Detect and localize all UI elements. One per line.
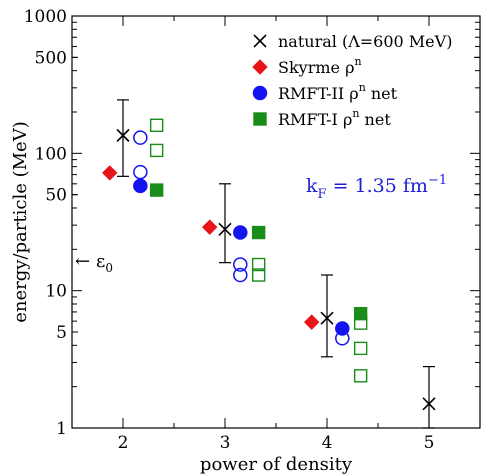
axis-ticks: 2 3 4 5 1 5 10 50 100 500 1000 — [24, 7, 480, 453]
y-tick-label: 50 — [45, 186, 67, 206]
legend-label: RMFT-I ρn net — [278, 107, 391, 129]
square-data-point — [353, 316, 368, 330]
x-tick-label: 4 — [322, 433, 333, 453]
y-tick-label: 100 — [35, 144, 67, 164]
square-data-point — [353, 306, 368, 321]
x-data-point — [116, 128, 130, 142]
x-tick-label: 5 — [424, 433, 435, 453]
square-data-point — [251, 268, 266, 282]
x-marker-stroke — [218, 222, 232, 236]
legend-label-superscript: n — [354, 55, 361, 68]
y-tick-label: 1 — [56, 419, 67, 439]
square-data-point — [251, 257, 266, 272]
square-data-point — [353, 369, 368, 383]
diamond-data-point — [102, 165, 118, 181]
minor-ticks — [72, 16, 480, 428]
square-data-point — [149, 118, 164, 133]
circle-data-point — [133, 178, 148, 194]
x-marker-stroke — [422, 397, 436, 411]
kf-subscript: F — [318, 187, 327, 202]
y-tick-label: 5 — [56, 323, 67, 343]
circle-data-point — [233, 257, 248, 272]
circle-data-point — [233, 225, 248, 240]
square-data-point — [149, 143, 164, 158]
error-bar — [219, 183, 231, 264]
legend-label-superscript: n — [352, 107, 359, 120]
epsilon-annotation: ← ε0 — [75, 251, 113, 275]
legend-label-text: natural (Λ=600 MeV) — [278, 32, 452, 51]
epsilon-subscript: 0 — [105, 261, 113, 275]
x-data-point — [320, 311, 334, 325]
legend-label-text: RMFT-II ρ — [278, 84, 359, 103]
circle-data-point — [233, 267, 248, 283]
square-data-point — [251, 225, 266, 240]
x-axis-label: power of density — [200, 454, 353, 475]
epsilon-label: ε0 — [96, 251, 113, 275]
data-marks — [102, 99, 436, 429]
circle-data-point — [335, 331, 350, 346]
legend-label: Skyrme ρn — [278, 55, 362, 77]
x-marker-stroke — [253, 34, 267, 48]
x-data-point — [422, 397, 436, 411]
y-tick-label: 500 — [35, 48, 67, 68]
epsilon-arrow: ← — [75, 251, 90, 272]
legend-label-text: RMFT-I ρ — [278, 110, 352, 129]
x-data-point — [218, 222, 232, 236]
legend-label-suffix: net — [366, 84, 398, 103]
square-data-point — [353, 341, 368, 356]
error-bar — [321, 274, 333, 358]
plot-frame — [71, 15, 481, 429]
kf-value: = 1.35 fm — [327, 175, 428, 197]
y-axis-label: energy/particle (MeV) — [10, 121, 31, 322]
legend-marker — [252, 85, 268, 101]
legend-label: natural (Λ=600 MeV) — [278, 32, 452, 51]
circle-data-point — [133, 130, 148, 145]
x-marker-stroke — [320, 311, 334, 325]
legend-marker — [253, 112, 267, 126]
legend-marker — [252, 59, 268, 75]
x-tick-label: 3 — [220, 433, 231, 453]
y-tick-label: 1000 — [24, 7, 67, 27]
legend-marker — [253, 34, 267, 48]
legend-label-suffix: net — [359, 110, 391, 129]
legend-label-text: Skyrme ρ — [278, 58, 354, 77]
kf-superscript: −1 — [428, 173, 447, 188]
kf-annotation: kF = 1.35 fm−1 — [306, 173, 447, 202]
x-marker-stroke — [116, 128, 130, 142]
circle-data-point — [133, 164, 148, 180]
error-bar — [423, 365, 435, 429]
kf-symbol: k — [306, 175, 318, 197]
epsilon-symbol: ε — [96, 251, 105, 272]
square-data-point — [149, 183, 164, 197]
x-tick-label: 2 — [118, 433, 129, 453]
diamond-data-point — [303, 314, 320, 330]
error-bar — [117, 99, 129, 177]
diamond-data-point — [201, 219, 218, 235]
y-tick-label: 10 — [45, 282, 67, 302]
circle-data-point — [335, 321, 350, 336]
legend-label-superscript: n — [359, 81, 366, 94]
legend-label: RMFT-II ρn net — [278, 81, 398, 103]
